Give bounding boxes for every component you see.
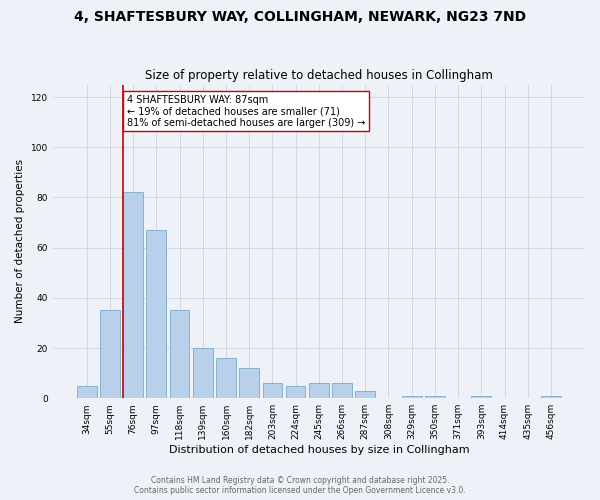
Bar <box>425 396 445 398</box>
Bar <box>146 230 166 398</box>
Bar <box>216 358 236 398</box>
Bar <box>170 310 190 398</box>
Text: Contains HM Land Registry data © Crown copyright and database right 2025.
Contai: Contains HM Land Registry data © Crown c… <box>134 476 466 495</box>
Bar <box>332 383 352 398</box>
Bar <box>123 192 143 398</box>
Bar <box>472 396 491 398</box>
Bar <box>309 383 329 398</box>
X-axis label: Distribution of detached houses by size in Collingham: Distribution of detached houses by size … <box>169 445 469 455</box>
Bar <box>263 383 282 398</box>
Bar <box>239 368 259 398</box>
Bar <box>100 310 120 398</box>
Bar <box>77 386 97 398</box>
Bar <box>402 396 422 398</box>
Bar <box>355 390 375 398</box>
Bar <box>286 386 305 398</box>
Title: Size of property relative to detached houses in Collingham: Size of property relative to detached ho… <box>145 69 493 82</box>
Bar <box>193 348 212 398</box>
Y-axis label: Number of detached properties: Number of detached properties <box>15 160 25 324</box>
Text: 4, SHAFTESBURY WAY, COLLINGHAM, NEWARK, NG23 7ND: 4, SHAFTESBURY WAY, COLLINGHAM, NEWARK, … <box>74 10 526 24</box>
Text: 4 SHAFTESBURY WAY: 87sqm
← 19% of detached houses are smaller (71)
81% of semi-d: 4 SHAFTESBURY WAY: 87sqm ← 19% of detach… <box>127 94 365 128</box>
Bar <box>541 396 561 398</box>
